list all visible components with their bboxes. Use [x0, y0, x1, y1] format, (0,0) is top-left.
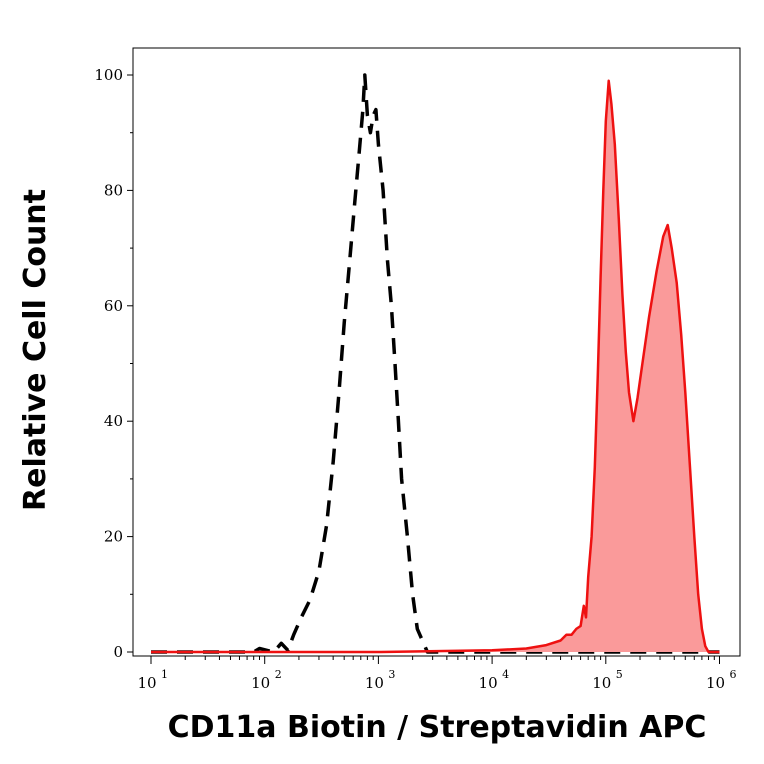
x-tick-exponent: 4	[502, 668, 509, 681]
x-tick-exponent: 3	[388, 668, 395, 681]
y-tick-label: 20	[104, 528, 123, 546]
y-tick-label: 80	[104, 181, 123, 199]
plot-frame	[132, 47, 741, 657]
y-axis-title: Relative Cell Count	[18, 189, 53, 511]
x-tick-label: 10	[592, 674, 611, 692]
x-tick-label: 10	[706, 674, 725, 692]
x-tick-label: 10	[365, 674, 384, 692]
x-tick-exponent: 1	[161, 668, 168, 681]
axes: 0 20 40 60 80 100 10 1 10 2 10 3 10 4 10 5 10 6	[94, 47, 741, 692]
x-axis-title: CD11a Biotin / Streptavidin APC	[168, 710, 707, 745]
x-tick-exponent: 2	[275, 668, 282, 681]
x-tick-label: 10	[251, 674, 270, 692]
y-tick-label: 40	[104, 412, 123, 430]
x-tick-label: 10	[479, 674, 498, 692]
y-tick-label: 0	[113, 643, 123, 661]
x-tick-exponent: 5	[616, 668, 623, 681]
series-1-line	[151, 79, 720, 654]
y-tick-label: 100	[94, 66, 123, 84]
y-tick-label: 60	[104, 297, 123, 315]
x-tick-label: 10	[137, 674, 156, 692]
x-tick-exponent: 6	[730, 668, 737, 681]
series-0-line	[151, 73, 720, 654]
series-1-fill	[151, 80, 720, 653]
plot-area	[151, 73, 720, 654]
